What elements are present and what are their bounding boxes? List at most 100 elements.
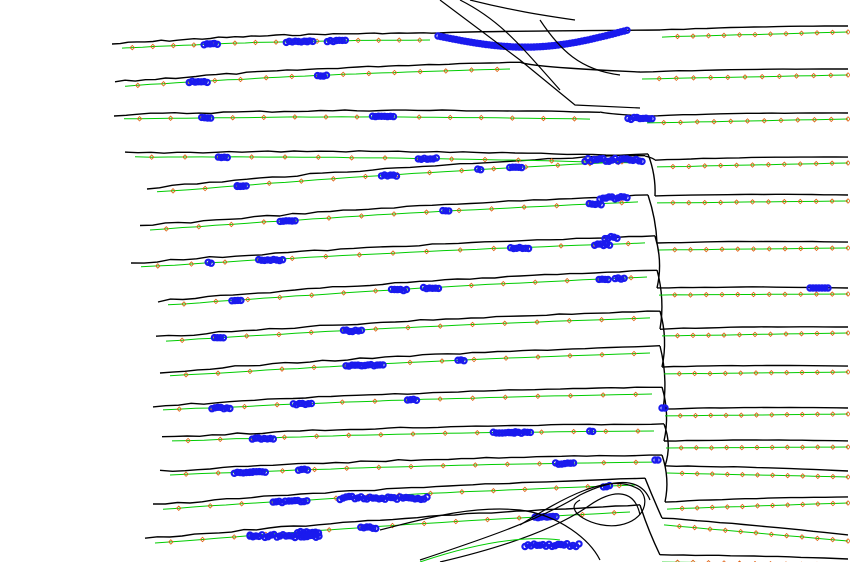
marker: [752, 31, 758, 38]
marker: [478, 114, 485, 121]
marker: [676, 523, 683, 530]
cluster-point: [605, 241, 614, 249]
marker: [671, 247, 678, 253]
marker: [263, 74, 269, 81]
marker: [752, 331, 758, 338]
marker: [232, 40, 238, 46]
marker: [733, 162, 740, 169]
marker: [491, 245, 497, 252]
marker: [679, 470, 685, 477]
boundary-left-6: [139, 194, 649, 227]
marker: [181, 301, 187, 307]
cluster-point: [432, 154, 440, 162]
marker: [739, 471, 746, 478]
marker: [814, 330, 820, 337]
marker: [252, 39, 259, 46]
marker: [845, 198, 850, 204]
cluster-point: [586, 427, 594, 435]
marker: [456, 207, 462, 214]
marker: [348, 155, 355, 161]
marker: [538, 429, 545, 435]
cluster-point: [605, 193, 613, 201]
marker: [372, 326, 379, 332]
marker: [213, 298, 219, 305]
marker: [488, 206, 495, 212]
marker: [733, 199, 740, 205]
marker: [799, 444, 806, 451]
marker: [782, 291, 788, 298]
marker: [228, 221, 235, 228]
fold-track: [419, 538, 561, 562]
marker: [736, 32, 743, 38]
marker: [739, 503, 746, 510]
marker: [783, 532, 790, 539]
marker: [721, 32, 727, 39]
cluster-point: [638, 157, 646, 166]
track-right-9: [663, 371, 849, 375]
boundary-right-2: [639, 68, 848, 73]
marker: [389, 522, 396, 529]
marker: [678, 445, 684, 451]
marker: [564, 277, 570, 284]
cluster-point: [322, 71, 331, 79]
marker: [330, 176, 337, 182]
cluster-point: [821, 284, 829, 292]
marker: [599, 352, 605, 358]
cluster-point: [285, 532, 293, 540]
cluster-point: [307, 399, 316, 408]
marker: [830, 473, 836, 480]
fold-line: [419, 481, 651, 561]
fault-step-13: [661, 454, 668, 503]
track-left-7: [140, 242, 646, 268]
fault-step-8: [656, 269, 663, 330]
cluster-point: [338, 36, 346, 45]
cluster-point: [223, 153, 231, 162]
marker: [829, 29, 836, 36]
marker: [705, 33, 712, 39]
marker: [625, 240, 631, 247]
marker: [738, 412, 745, 418]
cluster-point: [601, 275, 609, 284]
fault-step-5: [647, 153, 656, 197]
cluster-point: [417, 495, 425, 504]
marker: [567, 392, 574, 399]
marker: [355, 37, 361, 44]
marker: [759, 73, 765, 80]
boundary-right-15: [659, 554, 849, 560]
marker: [722, 527, 729, 534]
marker: [417, 68, 423, 75]
marker: [784, 411, 790, 418]
marker: [405, 324, 411, 331]
marker: [212, 77, 218, 84]
marker: [453, 518, 459, 525]
marker: [845, 29, 850, 35]
cluster-point: [309, 37, 317, 46]
marker: [845, 444, 850, 450]
marker: [535, 393, 541, 400]
cluster-point: [601, 234, 609, 243]
marker: [845, 538, 850, 544]
boundary-left-7: [130, 235, 656, 264]
cluster-point: [552, 512, 560, 521]
cluster-point: [258, 468, 266, 476]
marker: [536, 461, 543, 467]
marker: [472, 462, 479, 468]
cluster-point: [306, 531, 314, 540]
marker: [794, 117, 801, 123]
marker: [727, 118, 734, 125]
marker: [703, 246, 710, 253]
marker: [845, 245, 850, 251]
marker: [183, 371, 189, 378]
cluster-point: [237, 296, 245, 305]
marker: [754, 472, 761, 478]
marker: [701, 199, 708, 206]
marker: [768, 412, 775, 418]
marker: [784, 502, 791, 508]
marker: [737, 370, 744, 376]
marker: [813, 198, 819, 205]
marker: [243, 333, 250, 339]
marker: [279, 468, 286, 474]
marker: [734, 291, 741, 298]
marker: [797, 161, 804, 167]
boundary-left-3: [113, 109, 601, 117]
